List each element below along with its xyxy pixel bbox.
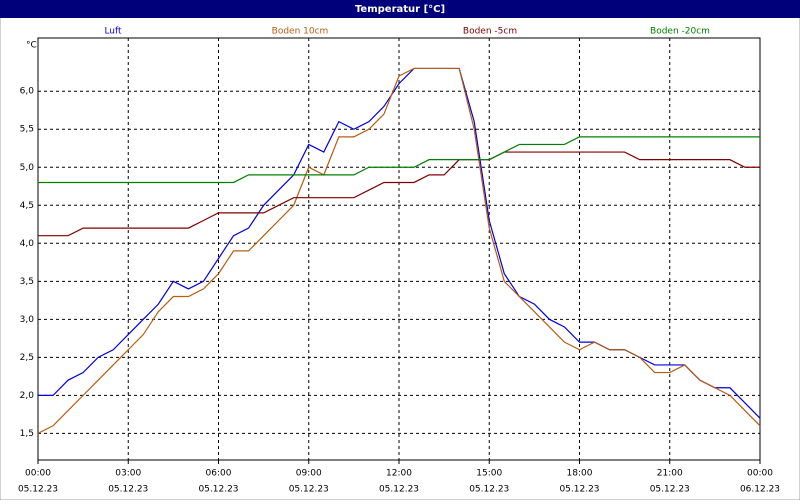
legend-entry: Luft bbox=[104, 27, 122, 37]
data-line bbox=[37, 67, 761, 434]
chart-title: Temperatur [°C] bbox=[355, 4, 445, 15]
y-tick-label: 3,5 bbox=[20, 277, 34, 287]
x-tick-label: 18:00 bbox=[567, 469, 593, 479]
y-tick-label: 1,5 bbox=[20, 429, 34, 439]
x-tick-date: 05.12.23 bbox=[379, 485, 419, 495]
y-tick-label: 2,5 bbox=[20, 353, 34, 363]
x-tick-label: 00:00 bbox=[747, 469, 773, 479]
x-tick-label: 12:00 bbox=[386, 469, 412, 479]
x-tick-date: 05.12.23 bbox=[650, 485, 690, 495]
x-tick-label: 15:00 bbox=[476, 469, 502, 479]
x-tick-date: 05.12.23 bbox=[289, 485, 329, 495]
y-tick-label: 6,0 bbox=[20, 87, 35, 97]
x-tick-label: 09:00 bbox=[296, 469, 322, 479]
x-tick-date: 05.12.23 bbox=[198, 485, 238, 495]
x-tick-date: 05.12.23 bbox=[18, 485, 58, 495]
y-tick-label: 4,0 bbox=[20, 239, 35, 249]
y-tick-label: 2,0 bbox=[20, 391, 35, 401]
x-tick-date: 05.12.23 bbox=[469, 485, 509, 495]
y-tick-label: 5,5 bbox=[20, 125, 34, 135]
y-unit-label: °C bbox=[26, 41, 37, 51]
legend-entry: Boden 10cm bbox=[272, 27, 329, 37]
x-tick-date: 05.12.23 bbox=[108, 485, 148, 495]
x-tick-date: 05.12.23 bbox=[559, 485, 599, 495]
x-tick-label: 21:00 bbox=[657, 469, 683, 479]
x-tick-label: 06:00 bbox=[206, 469, 232, 479]
data-line bbox=[38, 136, 760, 184]
title-bar bbox=[0, 0, 800, 18]
legend-entry: Boden -20cm bbox=[650, 27, 710, 37]
x-tick-label: 03:00 bbox=[115, 469, 141, 479]
y-tick-label: 5,0 bbox=[20, 163, 35, 173]
legend-entry: Boden -5cm bbox=[463, 27, 517, 37]
y-tick-label: 3,0 bbox=[20, 315, 35, 325]
x-tick-date: 06.12.23 bbox=[740, 485, 780, 495]
data-line bbox=[38, 151, 760, 237]
y-tick-label: 4,5 bbox=[20, 201, 34, 211]
x-tick-label: 00:00 bbox=[25, 469, 51, 479]
